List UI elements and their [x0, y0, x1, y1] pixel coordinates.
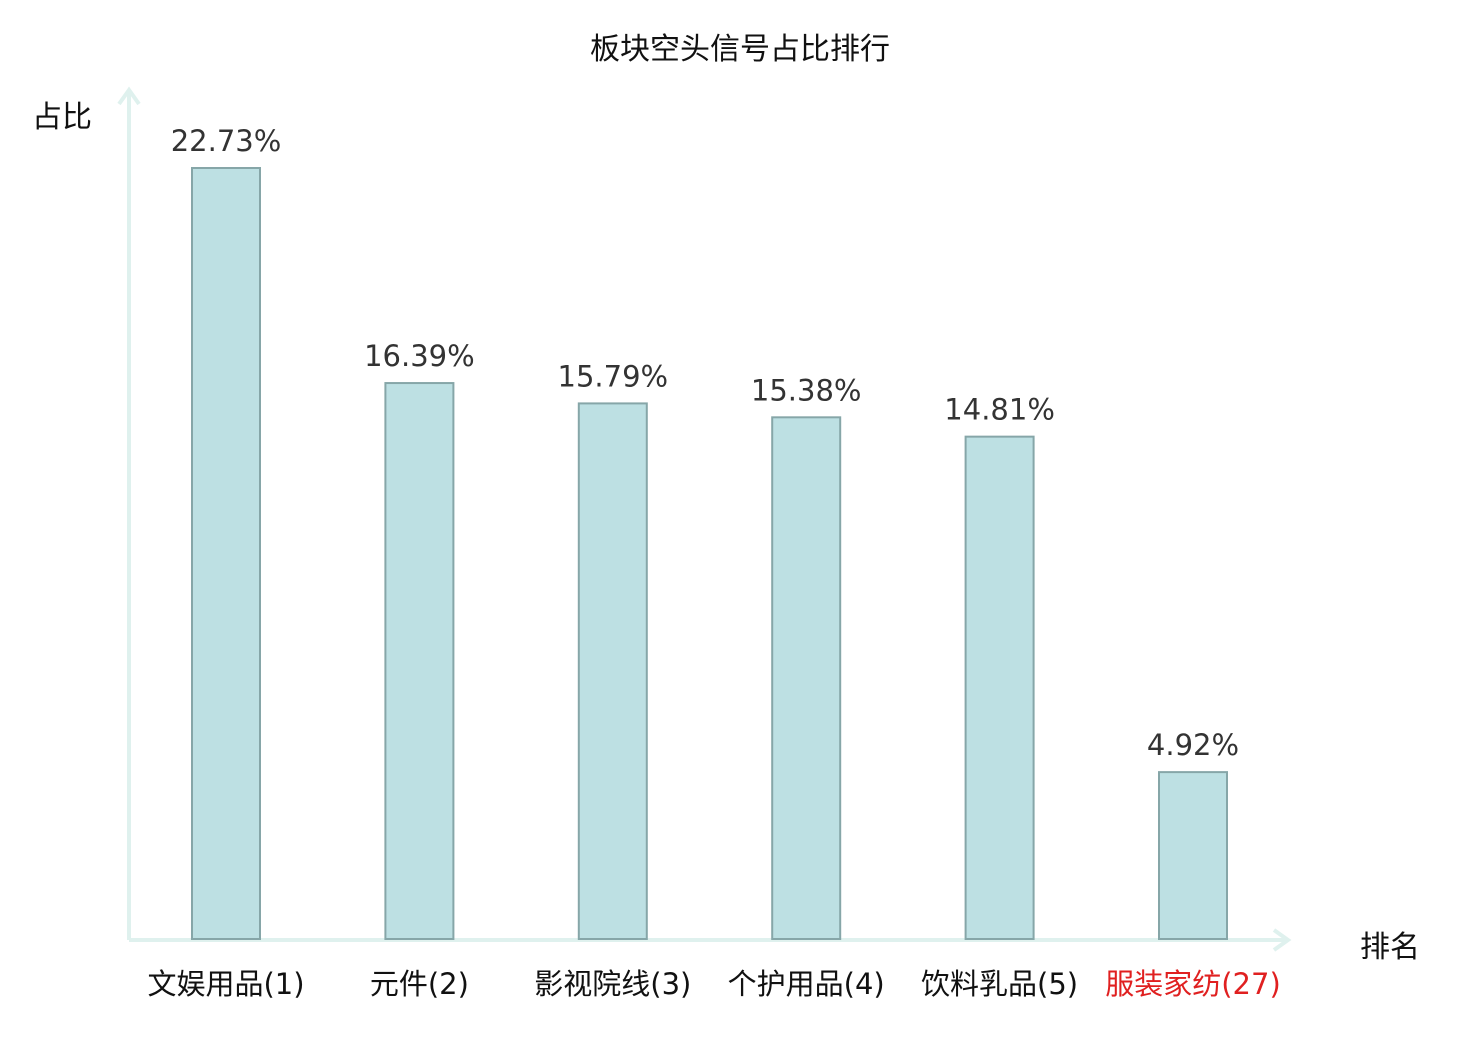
value-label: 15.38%	[751, 373, 862, 407]
bar	[191, 167, 261, 940]
bar	[1158, 771, 1228, 940]
value-label: 4.92%	[1147, 728, 1239, 762]
value-label: 15.79%	[558, 359, 669, 393]
bar	[771, 416, 842, 941]
bars	[191, 167, 1228, 941]
y-axis-arrow	[117, 86, 141, 106]
category-label: 饮料乳品(5)	[921, 967, 1078, 1001]
bar	[577, 402, 648, 940]
value-label: 22.73%	[171, 124, 282, 158]
x-axis-label: 排名	[1360, 930, 1420, 965]
value-label: 14.81%	[944, 393, 1055, 427]
category-labels: 文娱用品(1) 元件(2) 影视院线(3) 个护用品(4) 饮料乳品(5) 服装家纺(27…	[147, 967, 1280, 1001]
value-labels: 22.73% 16.39% 15.79% 15.38% 14.81% 4.92%	[171, 124, 1239, 762]
chart-title: 板块空头信号占比排行	[590, 32, 890, 67]
category-label: 影视院线(3)	[534, 967, 691, 1001]
y-axis-label: 占比	[32, 100, 92, 135]
bar	[384, 382, 455, 940]
bar	[964, 435, 1035, 940]
category-label: 服装家纺(27)	[1105, 967, 1281, 1001]
category-label: 个护用品(4)	[728, 967, 885, 1001]
category-label: 元件(2)	[370, 967, 469, 1001]
value-label: 16.39%	[364, 339, 475, 373]
x-axis-arrow	[1272, 928, 1292, 952]
axes	[117, 86, 1292, 952]
category-label: 文娱用品(1)	[147, 967, 304, 1001]
